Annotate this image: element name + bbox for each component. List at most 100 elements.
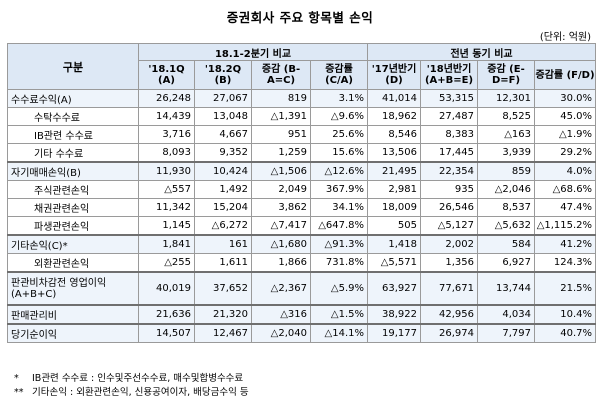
cell-value: 505 <box>367 216 422 236</box>
row-label: 자기매매손익(B) <box>7 161 139 181</box>
cell-value: 819 <box>251 89 311 108</box>
cell-value: 30.0% <box>534 89 597 108</box>
cell-value: △557 <box>138 180 195 199</box>
income-table: 구분 18.1-2분기 비교 전년 동기 비교 '18.1Q (A) '18.2Q… <box>7 43 597 343</box>
cell-value: 2,002 <box>420 234 479 254</box>
cell-value: 26,974 <box>420 323 479 343</box>
table-row: 외환관련손익 △255 1,611 1,866 731.8% △5,571 1,356 6,9… <box>7 253 597 273</box>
cell-value: △91.3% <box>309 234 369 254</box>
row-label: 주식관련손익 <box>7 180 139 199</box>
cell-value: 26,248 <box>138 89 195 108</box>
row-label: 당기순이익 <box>7 323 139 343</box>
group-header-yoy: 전년 동기 비교 <box>367 43 597 61</box>
footnote-mark: ** <box>14 387 24 398</box>
table-row: 판매관리비 21,636 21,320 △316 △1.5% 38,922 42,956 4,… <box>7 304 597 325</box>
cell-value: 19,177 <box>367 323 422 343</box>
cell-value: △647.8% <box>309 216 369 236</box>
cell-value: 47.4% <box>534 198 597 217</box>
footnote: * IB관련 수수료 : 인수및주선수수료, 매수및합병수수료 <box>14 372 249 386</box>
cell-value: 40.7% <box>534 323 597 343</box>
row-label: 채권관련손익 <box>7 198 139 217</box>
table-row: 당기순이익 14,507 12,467 △2,040 △14.1% 19,177 26,97… <box>7 323 597 343</box>
row-label: 기타 수수료 <box>7 143 139 163</box>
cell-value: 8,525 <box>477 107 536 126</box>
cell-value: 11,342 <box>138 198 195 217</box>
cell-value: 21.5% <box>534 271 597 306</box>
footnote-mark: * <box>14 373 19 384</box>
cell-value: △5.9% <box>309 271 369 306</box>
cell-value: 13,506 <box>367 143 422 163</box>
cell-value: 1,356 <box>420 253 479 273</box>
cell-value: 53,315 <box>420 89 479 108</box>
table-row: 기타 수수료 8,093 9,352 1,259 15.6% 13,506 17,445 3,… <box>7 143 597 163</box>
page-title: 증권회사 주요 항목별 손익 <box>226 10 374 25</box>
column-header-gubun: 구분 <box>7 43 139 90</box>
cell-value: △6,272 <box>194 216 252 236</box>
cell-value: 584 <box>477 234 536 254</box>
cell-value: 15,204 <box>194 198 252 217</box>
column-header: '18년반기 (A+B=E) <box>420 60 479 90</box>
cell-value: 21,320 <box>194 304 252 325</box>
cell-value: △7,417 <box>251 216 311 236</box>
cell-value: 27,487 <box>420 107 479 126</box>
cell-value: △2,046 <box>477 180 536 199</box>
row-label: 수수료수익(A) <box>7 89 139 108</box>
footnote: ** 기타손익 : 외환관련손익, 신용공여이자, 배당금수익 등 <box>14 386 249 400</box>
row-label: 판매관리비 <box>7 304 139 325</box>
cell-value: 11,930 <box>138 161 195 181</box>
cell-value: 3,862 <box>251 198 311 217</box>
cell-value: 25.6% <box>309 125 369 144</box>
cell-value: 14,439 <box>138 107 195 126</box>
table-row: 수탁수수료 14,439 13,048 △1,391 △9.6% 18,962 27,487… <box>7 107 597 126</box>
cell-value: 29.2% <box>534 143 597 163</box>
footnote-text: 기타손익 : 외환관련손익, 신용공여이자, 배당금수익 등 <box>32 387 249 398</box>
cell-value: 10.4% <box>534 304 597 325</box>
cell-value: 3.1% <box>309 89 369 108</box>
row-label: 파생관련손익 <box>7 216 139 236</box>
cell-value: 21,636 <box>138 304 195 325</box>
cell-value: 12,301 <box>477 89 536 108</box>
cell-value: 41.2% <box>534 234 597 254</box>
cell-value: 8,537 <box>477 198 536 217</box>
cell-value: △14.1% <box>309 323 369 343</box>
cell-value: 22,354 <box>420 161 479 181</box>
cell-value: 77,671 <box>420 271 479 306</box>
column-header: '17년반기 (D) <box>367 60 422 90</box>
cell-value: 3,939 <box>477 143 536 163</box>
cell-value: 124.3% <box>534 253 597 273</box>
cell-value: 1,145 <box>138 216 195 236</box>
column-header: '18.1Q (A) <box>138 60 195 90</box>
column-header: 증감률 (F/D) <box>534 60 597 90</box>
cell-value: 37,652 <box>194 271 252 306</box>
cell-value: △5,571 <box>367 253 422 273</box>
cell-value: 38,922 <box>367 304 422 325</box>
column-header: 증감 (E-D=F) <box>477 60 536 90</box>
cell-value: 40,019 <box>138 271 195 306</box>
cell-value: 1,866 <box>251 253 311 273</box>
cell-value: 1,418 <box>367 234 422 254</box>
cell-value: 42,956 <box>420 304 479 325</box>
cell-value: 34.1% <box>309 198 369 217</box>
table-row: 기타손익(C)* 1,841 161 △1,680 △91.3% 1,418 2,002 58… <box>7 234 597 254</box>
table-row: 판관비차감전 영업이익(A+B+C) 40,019 37,652 △2,367 △5.9… <box>7 271 597 306</box>
cell-value: △5,127 <box>420 216 479 236</box>
cell-value: 12,467 <box>194 323 252 343</box>
cell-value: 8,383 <box>420 125 479 144</box>
cell-value: △2,367 <box>251 271 311 306</box>
cell-value: 8,093 <box>138 143 195 163</box>
cell-value: 2,981 <box>367 180 422 199</box>
table-row: 채권관련손익 11,342 15,204 3,862 34.1% 18,009 26,546… <box>7 198 597 217</box>
column-header: '18.2Q (B) <box>194 60 252 90</box>
cell-value: 4.0% <box>534 161 597 181</box>
cell-value: 1,259 <box>251 143 311 163</box>
cell-value: 18,009 <box>367 198 422 217</box>
column-header: 증감률 (C/A) <box>309 60 369 90</box>
row-label: 수탁수수료 <box>7 107 139 126</box>
cell-value: 9,352 <box>194 143 252 163</box>
cell-value: 859 <box>477 161 536 181</box>
group-header-quarter: 18.1-2분기 비교 <box>137 43 369 61</box>
cell-value: 4,034 <box>477 304 536 325</box>
cell-value: △12.6% <box>309 161 369 181</box>
cell-value: △1.9% <box>534 125 597 144</box>
cell-value: 731.8% <box>309 253 369 273</box>
